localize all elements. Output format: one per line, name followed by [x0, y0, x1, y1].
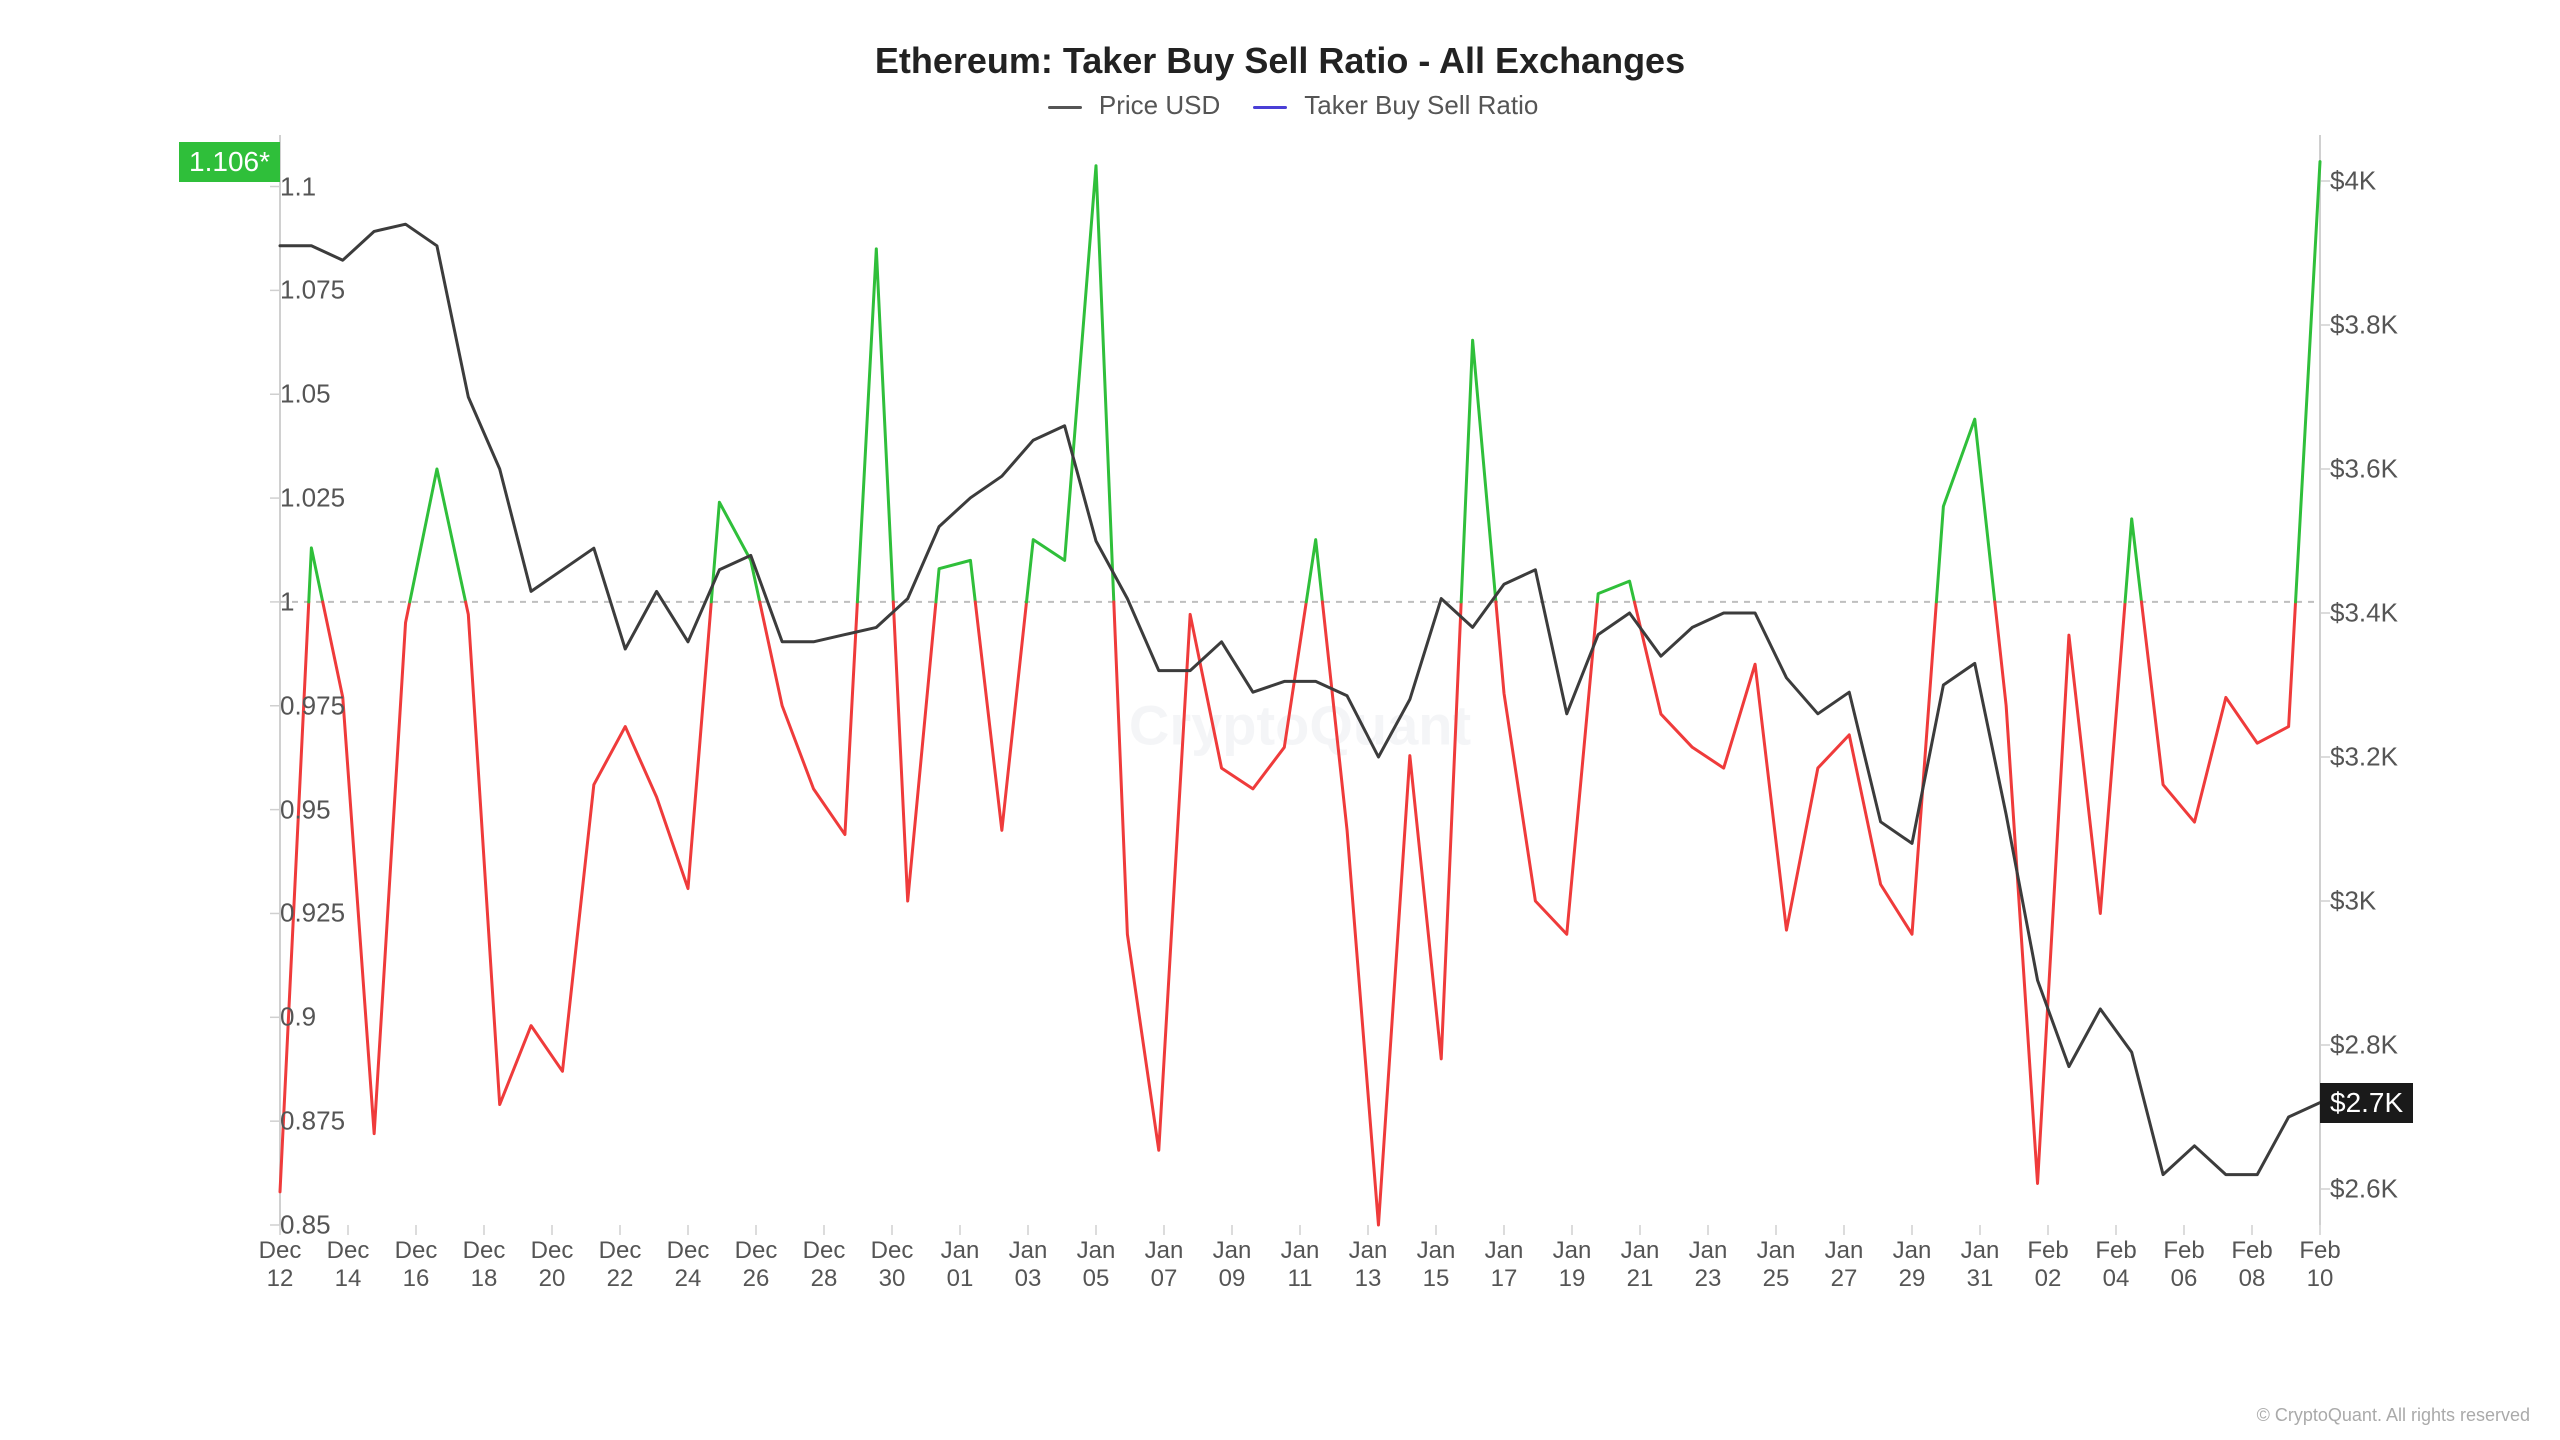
x-tick-label: Jan11 — [1281, 1237, 1320, 1293]
x-tick-label: Dec18 — [463, 1237, 506, 1293]
x-tick-label: Dec14 — [327, 1237, 370, 1293]
y-left-tick-label: 1.05 — [280, 379, 290, 410]
x-tick-label: Jan21 — [1621, 1237, 1660, 1293]
x-tick-label: Jan23 — [1689, 1237, 1728, 1293]
x-tick-label: Jan13 — [1349, 1237, 1388, 1293]
chart-container: Ethereum: Taker Buy Sell Ratio - All Exc… — [0, 0, 2560, 1440]
legend-swatch-ratio — [1253, 106, 1287, 109]
legend-label-price: Price USD — [1099, 90, 1220, 120]
x-tick-label: Dec24 — [667, 1237, 710, 1293]
y-left-tick-label: 1.1 — [280, 171, 290, 202]
chart-title: Ethereum: Taker Buy Sell Ratio - All Exc… — [20, 40, 2540, 82]
left-value-badge: 1.106* — [179, 142, 280, 182]
y-left-tick-label: 0.975 — [280, 690, 290, 721]
x-tick-label: Jan07 — [1145, 1237, 1184, 1293]
x-tick-label: Dec26 — [735, 1237, 778, 1293]
x-tick-label: Feb04 — [2095, 1237, 2136, 1293]
chart-svg — [150, 135, 2450, 1315]
x-tick-label: Feb08 — [2231, 1237, 2272, 1293]
x-tick-label: Dec22 — [599, 1237, 642, 1293]
y-left-tick-label: 0.95 — [280, 794, 290, 825]
y-right-tick-label: $3.8K — [2320, 310, 2398, 341]
x-tick-label: Feb02 — [2027, 1237, 2068, 1293]
x-tick-label: Dec30 — [871, 1237, 914, 1293]
y-right-tick-label: $3.6K — [2320, 454, 2398, 485]
y-left-tick-label: 1.075 — [280, 275, 290, 306]
y-right-tick-label: $3K — [2320, 886, 2376, 917]
y-right-tick-label: $2.6K — [2320, 1174, 2398, 1205]
y-right-tick-label: $4K — [2320, 166, 2376, 197]
x-tick-label: Feb06 — [2163, 1237, 2204, 1293]
y-left-tick-label: 0.875 — [280, 1106, 290, 1137]
y-left-tick-label: 1.025 — [280, 483, 290, 514]
x-tick-label: Dec12 — [259, 1237, 302, 1293]
x-tick-label: Jan19 — [1553, 1237, 1592, 1293]
x-tick-label: Jan17 — [1485, 1237, 1524, 1293]
y-left-tick-label: 1 — [280, 586, 290, 617]
y-left-tick-label: 0.925 — [280, 898, 290, 929]
x-tick-label: Dec16 — [395, 1237, 438, 1293]
right-value-badge: $2.7K — [2320, 1083, 2413, 1123]
chart-legend: Price USD Taker Buy Sell Ratio — [20, 90, 2540, 121]
x-tick-label: Dec28 — [803, 1237, 846, 1293]
copyright-text: © CryptoQuant. All rights reserved — [2257, 1405, 2530, 1426]
x-tick-label: Feb10 — [2299, 1237, 2340, 1293]
y-right-tick-label: $3.2K — [2320, 742, 2398, 773]
x-tick-label: Jan03 — [1009, 1237, 1048, 1293]
x-tick-label: Jan27 — [1825, 1237, 1864, 1293]
legend-swatch-price — [1048, 106, 1082, 109]
x-tick-label: Jan01 — [941, 1237, 980, 1293]
x-tick-label: Jan09 — [1213, 1237, 1252, 1293]
plot-area: CryptoQuant Dec12Dec14Dec16Dec18Dec20Dec… — [150, 135, 2450, 1315]
x-tick-label: Jan15 — [1417, 1237, 1456, 1293]
x-tick-label: Dec20 — [531, 1237, 574, 1293]
x-tick-label: Jan31 — [1961, 1237, 2000, 1293]
legend-label-ratio: Taker Buy Sell Ratio — [1304, 90, 1538, 120]
x-tick-label: Jan25 — [1757, 1237, 1796, 1293]
y-right-tick-label: $2.8K — [2320, 1030, 2398, 1061]
y-left-tick-label: 0.85 — [280, 1210, 290, 1241]
x-tick-label: Jan29 — [1893, 1237, 1932, 1293]
y-right-tick-label: $3.4K — [2320, 598, 2398, 629]
y-left-tick-label: 0.9 — [280, 1002, 290, 1033]
x-tick-label: Jan05 — [1077, 1237, 1116, 1293]
